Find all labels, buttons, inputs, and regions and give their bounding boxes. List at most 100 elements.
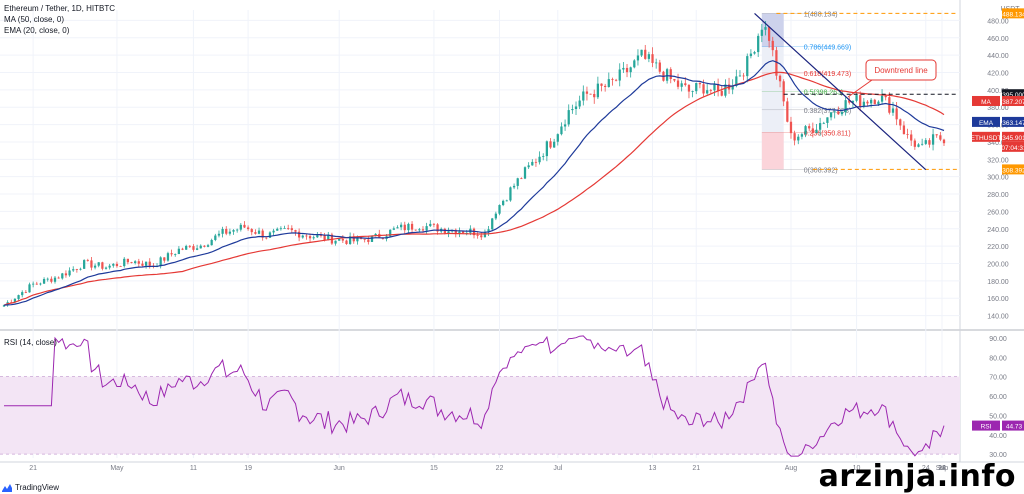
candle[interactable] — [90, 256, 93, 271]
candle[interactable] — [633, 59, 636, 69]
candle[interactable] — [97, 262, 100, 268]
candle[interactable] — [301, 234, 304, 239]
candle[interactable] — [618, 63, 621, 87]
candle[interactable] — [144, 261, 148, 269]
candle[interactable] — [334, 240, 337, 246]
candle[interactable] — [509, 186, 512, 202]
candle[interactable] — [691, 90, 694, 98]
candle[interactable] — [414, 229, 417, 231]
candle[interactable] — [228, 228, 232, 236]
candle[interactable] — [815, 124, 818, 134]
candle[interactable] — [225, 226, 228, 236]
candle[interactable] — [290, 225, 293, 234]
candle[interactable] — [789, 116, 793, 139]
candle[interactable] — [527, 162, 530, 169]
candle[interactable] — [917, 143, 920, 148]
candle[interactable] — [542, 153, 545, 161]
candle[interactable] — [775, 46, 778, 80]
candle[interactable] — [279, 226, 283, 231]
candle[interactable] — [793, 130, 796, 146]
candle[interactable] — [520, 177, 523, 180]
candle[interactable] — [39, 282, 42, 286]
candle[interactable] — [454, 228, 457, 238]
candle[interactable] — [104, 266, 108, 270]
candle[interactable] — [389, 229, 392, 238]
candle[interactable] — [276, 227, 279, 231]
candle[interactable] — [687, 83, 691, 99]
badge-ema[interactable]: EMA 363.147 — [972, 116, 1024, 127]
candle[interactable] — [367, 236, 370, 245]
candle[interactable] — [625, 63, 629, 78]
candle[interactable] — [505, 199, 508, 202]
candle[interactable] — [538, 151, 541, 165]
candle[interactable] — [742, 73, 745, 81]
candle[interactable] — [531, 159, 534, 166]
candle[interactable] — [749, 49, 753, 59]
candle[interactable] — [647, 51, 651, 63]
candle[interactable] — [108, 263, 111, 270]
candle[interactable] — [476, 232, 479, 239]
candle[interactable] — [899, 118, 902, 130]
candle[interactable] — [206, 243, 210, 248]
candle[interactable] — [79, 267, 82, 271]
candle[interactable] — [935, 134, 938, 138]
candle[interactable] — [93, 263, 97, 270]
candle[interactable] — [767, 25, 771, 48]
rsi-indicator-label[interactable]: RSI (14, close) — [4, 338, 57, 347]
badge-last-price[interactable]: ETHUSDT 345.901 — [971, 131, 1024, 142]
candle[interactable] — [28, 282, 31, 293]
candle[interactable] — [556, 133, 559, 146]
candle[interactable] — [53, 275, 57, 284]
candle[interactable] — [778, 74, 782, 88]
candle[interactable] — [123, 257, 126, 268]
rsi-line[interactable] — [4, 335, 945, 457]
candle[interactable] — [910, 130, 913, 146]
candle[interactable] — [844, 95, 847, 116]
candle[interactable] — [352, 233, 355, 244]
candle[interactable] — [571, 104, 574, 114]
candle[interactable] — [563, 119, 567, 131]
candle[interactable] — [706, 83, 709, 95]
candle[interactable] — [757, 33, 760, 58]
candle[interactable] — [553, 138, 556, 148]
candle[interactable] — [246, 225, 250, 231]
candle[interactable] — [924, 138, 927, 146]
candle[interactable] — [771, 36, 774, 57]
badge-ma[interactable]: MA 387.207 — [972, 95, 1024, 106]
candle[interactable] — [410, 221, 414, 233]
candle[interactable] — [50, 276, 53, 284]
candle[interactable] — [119, 265, 122, 267]
candle[interactable] — [913, 138, 916, 150]
candle[interactable] — [126, 258, 130, 265]
candle[interactable] — [24, 290, 27, 294]
candle[interactable] — [188, 244, 191, 249]
candle[interactable] — [192, 244, 195, 252]
candle[interactable] — [567, 104, 570, 127]
candle[interactable] — [210, 238, 213, 246]
candle[interactable] — [72, 266, 75, 272]
candle[interactable] — [651, 47, 654, 68]
candle[interactable] — [491, 217, 494, 232]
candle[interactable] — [585, 86, 589, 101]
candle[interactable] — [859, 91, 862, 112]
candle[interactable] — [21, 290, 24, 298]
ema-indicator-label[interactable]: EMA (20, close, 0) — [4, 26, 70, 35]
candle[interactable] — [61, 272, 64, 280]
candle[interactable] — [855, 91, 858, 103]
candle[interactable] — [604, 83, 607, 92]
candle[interactable] — [312, 235, 315, 240]
candle[interactable] — [57, 276, 60, 279]
candle[interactable] — [826, 117, 829, 128]
candle[interactable] — [680, 80, 683, 92]
candle[interactable] — [658, 59, 661, 74]
candle[interactable] — [425, 222, 428, 235]
candle[interactable] — [42, 277, 46, 284]
candle[interactable] — [931, 128, 935, 151]
candle[interactable] — [75, 268, 78, 273]
candle[interactable] — [46, 277, 49, 282]
candle[interactable] — [669, 67, 672, 84]
ema-20-line[interactable] — [3, 60, 945, 306]
candle[interactable] — [159, 256, 162, 269]
candle[interactable] — [629, 66, 632, 78]
candle[interactable] — [676, 73, 680, 90]
